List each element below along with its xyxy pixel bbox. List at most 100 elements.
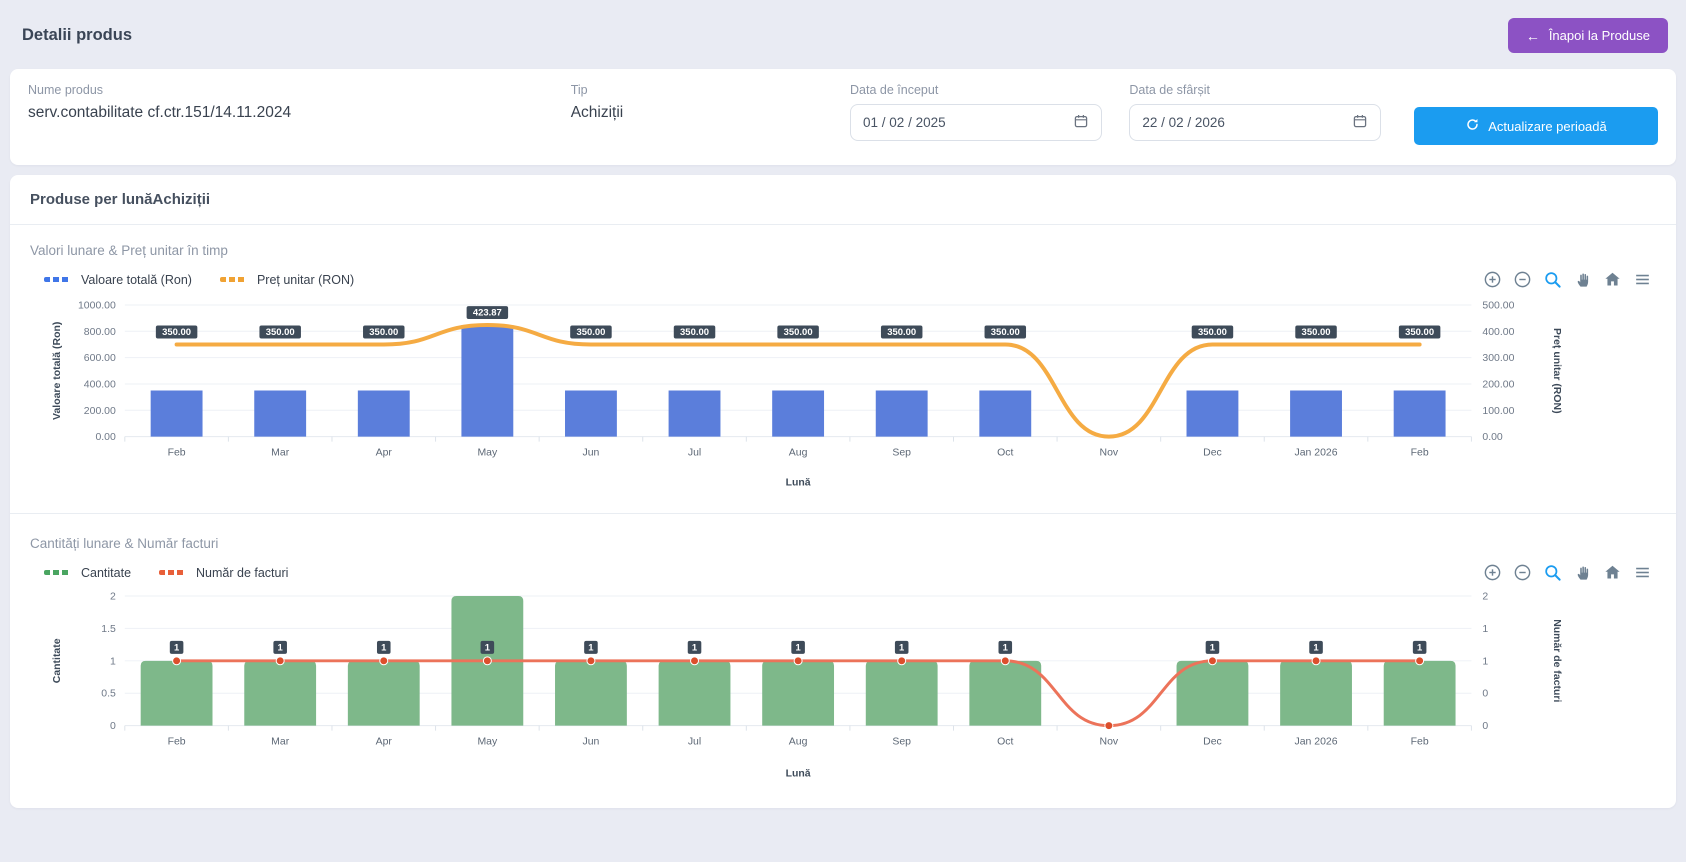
home-icon[interactable] xyxy=(1603,563,1622,582)
calendar-icon xyxy=(1073,113,1089,132)
numar-facturi-swatch-icon xyxy=(159,570,187,576)
svg-text:1: 1 xyxy=(588,643,593,654)
svg-text:1: 1 xyxy=(381,643,386,654)
svg-text:0.00: 0.00 xyxy=(95,432,116,443)
svg-text:Nov: Nov xyxy=(1100,737,1119,748)
svg-text:1: 1 xyxy=(110,657,116,668)
svg-text:Valoare totală (Ron): Valoare totală (Ron) xyxy=(52,322,63,420)
selection-zoom-icon[interactable] xyxy=(1543,270,1562,289)
end-date-input[interactable]: 22 / 02 / 2026 xyxy=(1129,104,1382,141)
pan-icon[interactable] xyxy=(1573,270,1592,289)
svg-text:1: 1 xyxy=(485,643,490,654)
update-period-field: Actualizare perioadă xyxy=(1414,83,1658,145)
panel-title: Produse per lunăAchiziții xyxy=(10,175,1676,225)
svg-text:Dec: Dec xyxy=(1203,448,1222,459)
product-type-field: Tip Achiziții xyxy=(571,83,834,145)
svg-text:Jan 2026: Jan 2026 xyxy=(1295,737,1338,748)
svg-text:200.00: 200.00 xyxy=(84,406,116,417)
svg-text:Jun: Jun xyxy=(582,448,599,459)
section-divider xyxy=(10,513,1676,515)
svg-text:0: 0 xyxy=(1482,722,1488,733)
svg-text:Feb: Feb xyxy=(168,448,186,459)
svg-text:Dec: Dec xyxy=(1203,737,1222,748)
product-name-field: Nume produs serv.contabilitate cf.ctr.15… xyxy=(28,83,555,145)
menu-icon[interactable] xyxy=(1633,270,1652,289)
svg-text:500.00: 500.00 xyxy=(1482,300,1514,311)
values-chart-toolbar xyxy=(1483,270,1652,289)
update-period-button[interactable]: Actualizare perioadă xyxy=(1414,107,1658,145)
svg-text:Număr de facturi: Număr de facturi xyxy=(1551,620,1562,703)
svg-text:Oct: Oct xyxy=(997,448,1013,459)
product-name-value: serv.contabilitate cf.ctr.151/14.11.2024 xyxy=(28,104,292,121)
legend-item-valoare-totala[interactable]: Valoare totală (Ron) xyxy=(44,273,192,287)
svg-text:423.87: 423.87 xyxy=(473,308,502,319)
svg-text:1: 1 xyxy=(692,643,697,654)
start-date-input[interactable]: 01 / 02 / 2025 xyxy=(850,104,1103,141)
back-to-products-button[interactable]: ← Înapoi la Produse xyxy=(1507,18,1668,53)
values-chart-legend: Valoare totală (Ron) Preț unitar (RON) xyxy=(44,273,354,287)
cantitate-swatch-icon xyxy=(44,570,71,576)
svg-text:Aug: Aug xyxy=(789,448,808,459)
svg-text:0: 0 xyxy=(110,722,116,733)
end-date-field: Data de sfârșit 22 / 02 / 2026 xyxy=(1129,83,1398,145)
pan-icon[interactable] xyxy=(1573,563,1592,582)
quantities-chart-toolbar xyxy=(1483,563,1652,582)
svg-text:0.00: 0.00 xyxy=(1482,432,1503,443)
zoom-in-icon[interactable] xyxy=(1483,270,1502,289)
svg-text:Apr: Apr xyxy=(376,448,393,459)
svg-text:350.00: 350.00 xyxy=(1405,327,1434,338)
svg-text:1: 1 xyxy=(1003,643,1008,654)
svg-text:400.00: 400.00 xyxy=(1482,327,1514,338)
end-date-label: Data de sfârșit xyxy=(1129,83,1210,97)
svg-text:Preț unitar (RON): Preț unitar (RON) xyxy=(1551,328,1562,413)
svg-text:2: 2 xyxy=(1482,592,1488,603)
home-icon[interactable] xyxy=(1603,270,1622,289)
menu-icon[interactable] xyxy=(1633,563,1652,582)
update-period-label: Actualizare perioadă xyxy=(1488,118,1607,134)
svg-text:200.00: 200.00 xyxy=(1482,379,1514,390)
svg-text:350.00: 350.00 xyxy=(991,327,1020,338)
legend-label: Număr de facturi xyxy=(196,565,289,580)
legend-label: Preț unitar (RON) xyxy=(256,272,355,287)
top-bar: Detalii produs ← Înapoi la Produse xyxy=(8,10,1678,69)
svg-text:May: May xyxy=(477,448,498,459)
svg-text:Sep: Sep xyxy=(892,737,911,748)
zoom-out-icon[interactable] xyxy=(1513,563,1532,582)
svg-text:600.00: 600.00 xyxy=(84,353,116,364)
legend-item-pret-unitar[interactable]: Preț unitar (RON) xyxy=(219,272,355,287)
svg-text:1: 1 xyxy=(1210,643,1215,654)
chart-section-values: Valori lunare & Preț unitar în timp Valo… xyxy=(10,225,1676,503)
zoom-out-icon[interactable] xyxy=(1513,270,1532,289)
svg-text:Apr: Apr xyxy=(376,737,393,748)
svg-text:Jan 2026: Jan 2026 xyxy=(1294,448,1337,459)
svg-text:Jul: Jul xyxy=(688,448,701,459)
svg-text:1.5: 1.5 xyxy=(101,624,116,635)
quantities-chart-canvas[interactable]: 0 0.5 1 1.5 2 0 0 1 1 2 Cantitate Număr de facturi F… xyxy=(30,586,1656,786)
valoare-totala-swatch-icon xyxy=(44,277,71,282)
product-name-label: Nume produs xyxy=(28,83,104,97)
svg-text:May: May xyxy=(477,737,498,748)
svg-text:Oct: Oct xyxy=(997,737,1013,748)
svg-text:1000.00: 1000.00 xyxy=(78,300,116,311)
svg-text:0: 0 xyxy=(1482,689,1488,700)
legend-label: Cantitate xyxy=(81,565,132,580)
values-chart-title: Valori lunare & Preț unitar în timp xyxy=(30,243,228,258)
quantities-chart-legend: Cantitate Număr de facturi xyxy=(44,566,288,580)
start-date-value: 01 / 02 / 2025 xyxy=(863,115,946,130)
svg-text:Sep: Sep xyxy=(892,448,911,459)
svg-text:Feb: Feb xyxy=(168,737,186,748)
svg-text:2: 2 xyxy=(110,592,116,603)
values-chart-canvas[interactable]: 0.00 200.00 400.00 600.00 800.00 1000.00 0.00 1… xyxy=(30,293,1656,497)
page-title: Detalii produs xyxy=(22,26,133,44)
svg-text:100.00: 100.00 xyxy=(1482,406,1514,417)
product-type-label: Tip xyxy=(570,83,588,97)
legend-item-numar-facturi[interactable]: Număr de facturi xyxy=(159,566,288,580)
legend-item-cantitate[interactable]: Cantitate xyxy=(44,566,131,580)
zoom-in-icon[interactable] xyxy=(1483,563,1502,582)
svg-text:Cantitate: Cantitate xyxy=(52,639,63,684)
selection-zoom-icon[interactable] xyxy=(1543,563,1562,582)
chart-section-quantities: Cantități lunare & Număr facturi Cantita… xyxy=(10,518,1676,792)
svg-text:1: 1 xyxy=(1482,624,1488,635)
svg-text:350.00: 350.00 xyxy=(369,327,398,338)
